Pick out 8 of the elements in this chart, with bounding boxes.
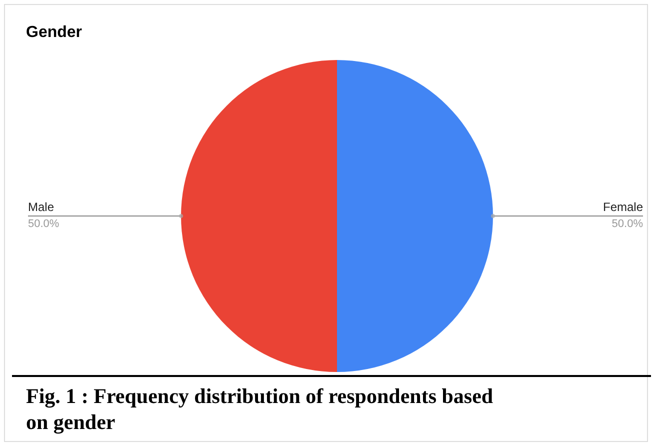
caption: Fig. 1 : Frequency distribution of respondents based on gender — [26, 384, 494, 434]
pie-slice — [181, 60, 337, 372]
slice-label: Female — [602, 200, 644, 214]
data-label: 50.0% — [28, 218, 60, 230]
data-label: 50.0% — [612, 218, 644, 230]
pie-slice — [337, 60, 493, 372]
slice-label: Male — [28, 200, 54, 214]
chart-title: Gender — [26, 24, 82, 41]
